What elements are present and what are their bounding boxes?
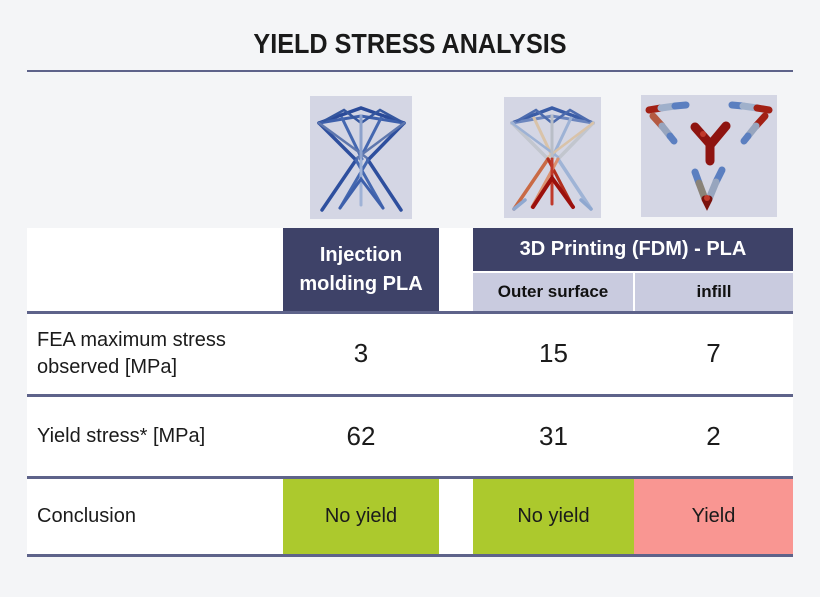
page-title: YIELD STRESS ANALYSIS bbox=[253, 28, 567, 59]
value-cell: 3 bbox=[353, 338, 369, 368]
value-cell: 15 bbox=[539, 338, 568, 368]
row-divider bbox=[27, 311, 793, 314]
fea-lattice-injection-molding-image bbox=[310, 96, 412, 219]
fea-lattice-fdm-outer-surface-image bbox=[504, 97, 601, 218]
conclusion-cell: No yield bbox=[283, 479, 439, 554]
figure-injection-molding bbox=[310, 96, 412, 219]
column-header-3d-printing-fdm: 3D Printing (FDM) - PLA bbox=[473, 228, 793, 271]
row-divider bbox=[27, 394, 793, 397]
figure-infill bbox=[641, 95, 777, 217]
conclusion-cell: No yield bbox=[473, 479, 634, 554]
fea-struts-infill-image bbox=[641, 95, 777, 217]
column-subheader-infill: infill bbox=[635, 273, 793, 311]
column-header-injection-molding: Injection molding PLA bbox=[283, 228, 439, 311]
value-cell: 31 bbox=[539, 421, 568, 451]
row-label-conclusion: Conclusion bbox=[37, 505, 136, 527]
value-cell: 2 bbox=[706, 421, 721, 451]
row-divider bbox=[27, 476, 793, 479]
title-divider bbox=[27, 70, 793, 72]
row-label-fea-max-stress: FEA maximum stress observed [MPa] bbox=[37, 328, 226, 378]
conclusion-cell: Yield bbox=[634, 479, 793, 554]
row-label-yield-stress: Yield stress* [MPa] bbox=[37, 425, 206, 447]
value-cell: 62 bbox=[346, 421, 376, 451]
row-divider bbox=[27, 554, 793, 557]
figure-fdm-outer-surface bbox=[504, 97, 601, 218]
column-subheader-outer-surface: Outer surface bbox=[473, 273, 633, 311]
value-cell: 7 bbox=[706, 338, 721, 368]
